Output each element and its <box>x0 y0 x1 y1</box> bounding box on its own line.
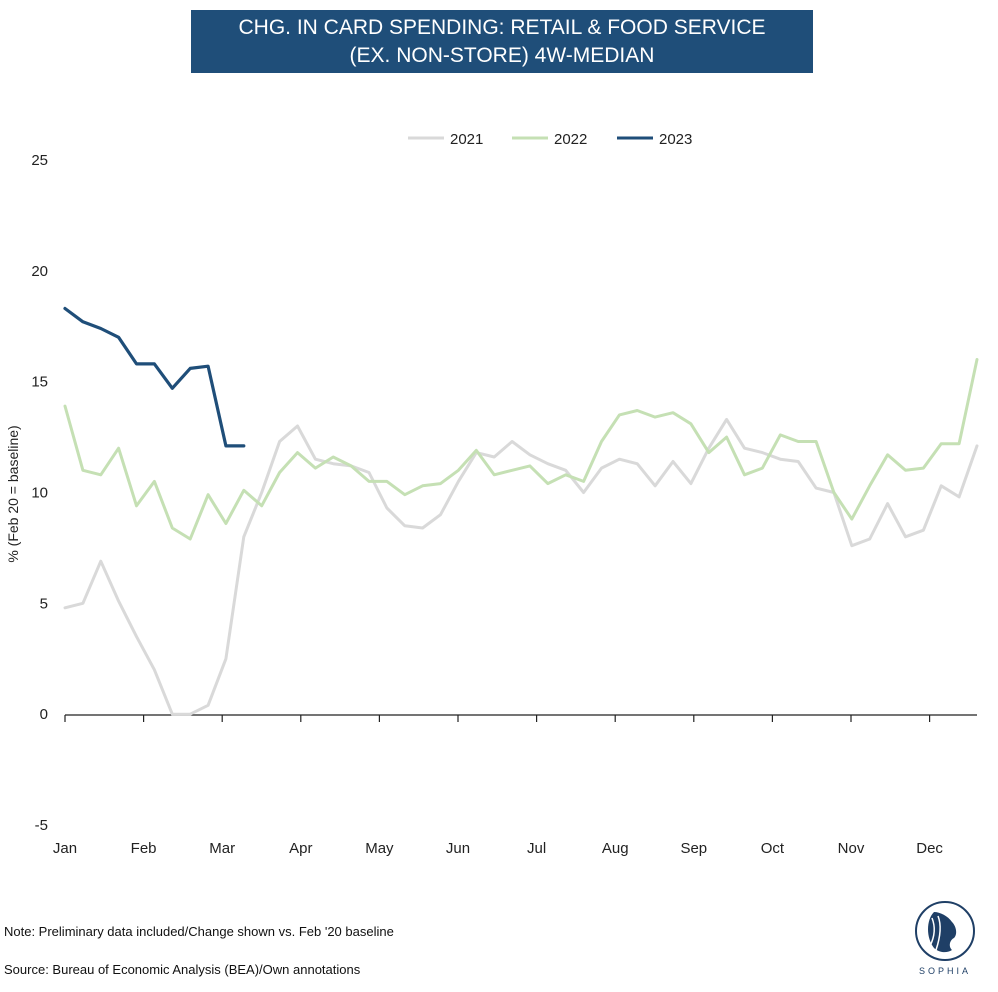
x-tick-label: Aug <box>602 840 629 857</box>
series-line-2021 <box>63 417 979 716</box>
x-axis: Jan Feb Mar Apr May Jun Jul Aug Sep Oct Nov Dec <box>53 714 977 857</box>
series-line-2023 <box>63 306 246 448</box>
y-tick-label: 15 <box>31 374 48 391</box>
x-tick-label: Jul <box>527 840 546 857</box>
y-tick-label: 0 <box>40 706 48 723</box>
y-tick-label: 25 <box>31 152 48 169</box>
line-chart: -5 0 5 10 15 20 25 Jan Feb Mar Apr May Jun Jul Aug Sep… <box>5 131 979 857</box>
y-tick-label: 10 <box>31 485 48 502</box>
y-tick-label: -5 <box>35 817 48 834</box>
x-tick-label: Sep <box>680 840 707 857</box>
y-tick-label: 5 <box>40 595 48 612</box>
x-tick-label: Feb <box>131 840 157 857</box>
x-tick-label: May <box>365 840 394 857</box>
legend-label-2023: 2023 <box>659 131 692 148</box>
x-tick-label: Jan <box>53 840 77 857</box>
series-group <box>63 306 979 716</box>
y-axis-label: % (Feb 20 = baseline) <box>5 425 21 562</box>
logo-text: SOPHIA <box>919 966 971 976</box>
source-text: Source: Bureau of Economic Analysis (BEA… <box>4 962 361 977</box>
sophia-logo-icon: SOPHIA <box>915 901 975 976</box>
note-text: Note: Preliminary data included/Change s… <box>4 924 394 939</box>
legend: 2021 2022 2023 <box>408 131 692 148</box>
chart-title-line-1: CHG. IN CARD SPENDING: RETAIL & FOOD SER… <box>238 16 766 39</box>
y-tick-label: 20 <box>31 263 48 280</box>
legend-label-2021: 2021 <box>450 131 483 148</box>
x-tick-label: Oct <box>761 840 785 857</box>
x-tick-label: Dec <box>916 840 943 857</box>
x-tick-label: Apr <box>289 840 312 857</box>
y-axis: -5 0 5 10 15 20 25 <box>31 152 48 834</box>
x-tick-label: Jun <box>446 840 470 857</box>
x-tick-label: Nov <box>838 840 865 857</box>
chart-title: CHG. IN CARD SPENDING: RETAIL & FOOD SER… <box>191 10 813 73</box>
series-line-2022 <box>63 358 979 541</box>
legend-label-2022: 2022 <box>554 131 587 148</box>
chart-title-line-2: (EX. NON-STORE) 4W-MEDIAN <box>349 44 655 67</box>
x-tick-label: Mar <box>209 840 235 857</box>
